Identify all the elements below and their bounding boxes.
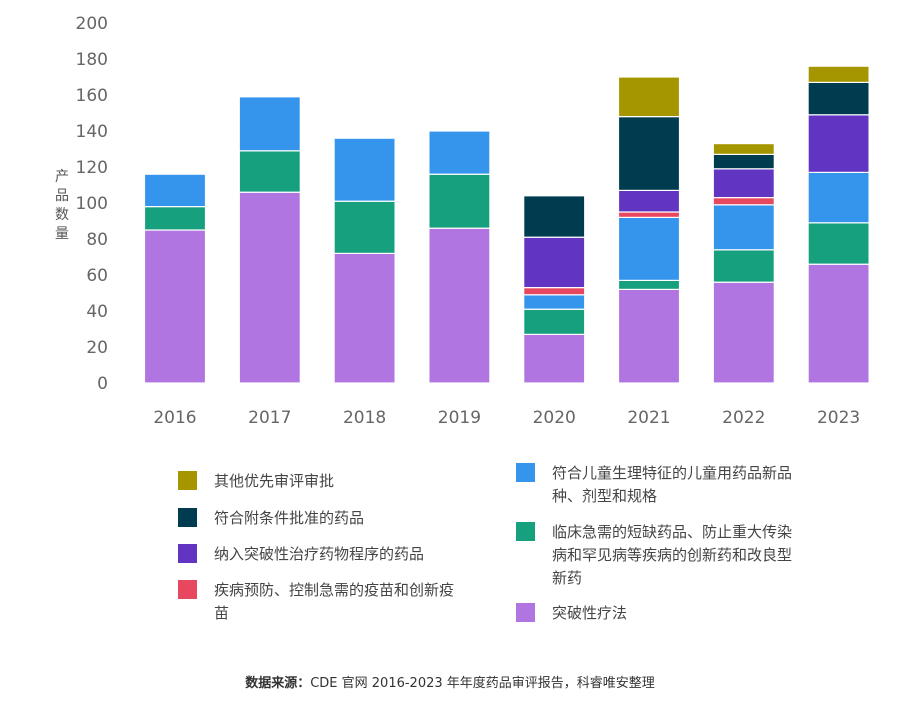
bar-segment <box>523 333 586 384</box>
legend-swatch-breakthrough-therapy <box>516 603 535 622</box>
x-tick-label: 2021 <box>627 408 670 428</box>
bar-segment <box>333 200 396 254</box>
legend-label-other-priority: 其他优先审评审批 <box>214 472 335 490</box>
legend-label-conditional-approval: 符合附条件批准的药品 <box>214 509 365 527</box>
x-tick-label: 2022 <box>722 408 765 428</box>
bar-segment <box>523 308 586 336</box>
legend-item-breakthrough-program: 纳入突破性治疗药物程序的药品 <box>178 543 468 566</box>
bar-segment <box>712 197 775 206</box>
legend-item-pediatric: 符合儿童生理特征的儿童用药品新品种、剂型和规格 <box>516 462 806 508</box>
bar-segment <box>617 288 681 384</box>
legend-item-urgent-clinical: 临床急需的短缺药品、防止重大传染病和罕见病等疾病的创新药和改良型新药 <box>516 521 806 590</box>
y-tick-label: 40 <box>86 302 108 322</box>
y-axis-label-char: 品 <box>55 188 69 204</box>
y-tick-label: 100 <box>76 194 108 214</box>
y-tick-label: 120 <box>76 158 108 178</box>
legend-item-breakthrough-therapy: 突破性疗法 <box>516 602 806 625</box>
bar-segment <box>712 249 775 283</box>
bar-segment <box>428 130 491 175</box>
legend-swatch-breakthrough-program <box>178 544 197 563</box>
y-tick-label: 60 <box>86 266 108 286</box>
bar-segment <box>617 189 681 213</box>
legend-swatch-conditional-approval <box>178 508 197 527</box>
y-axis-label-char: 产 <box>55 169 69 185</box>
y-tick-label: 20 <box>86 338 108 358</box>
bar-segment <box>333 252 396 384</box>
legend-label-vaccines: 疾病预防、控制急需的疫苗和创新疫苗 <box>214 581 455 622</box>
bar-segment <box>143 229 207 384</box>
bar-segment <box>712 281 775 384</box>
x-tick-label: 2017 <box>248 408 291 428</box>
x-tick-label: 2016 <box>153 408 196 428</box>
y-axis-label-char: 量 <box>55 226 69 242</box>
legend-label-urgent-clinical: 临床急需的短缺药品、防止重大传染病和罕见病等疾病的创新药和改良型新药 <box>552 523 793 587</box>
bar-segment <box>238 191 301 384</box>
bar-segment <box>143 206 207 231</box>
legend-item-other-priority: 其他优先审评审批 <box>178 470 468 493</box>
bar-segment <box>238 96 301 152</box>
x-tick-label: 2023 <box>817 408 860 428</box>
y-tick-label: 180 <box>76 50 108 70</box>
bar-segment <box>807 263 870 384</box>
legend-label-breakthrough-program: 纳入突破性治疗药物程序的药品 <box>214 545 425 563</box>
data-source: 数据来源：CDE 官网 2016-2023 年年度药品审评报告，科睿唯安整理 <box>0 672 900 691</box>
bar-segment <box>807 81 870 116</box>
bar-segment <box>807 222 870 265</box>
bar-segment <box>807 65 870 83</box>
bar-segment <box>523 195 586 238</box>
legend-item-conditional-approval: 符合附条件批准的药品 <box>178 507 468 530</box>
y-tick-label: 160 <box>76 86 108 106</box>
y-tick-label: 140 <box>76 122 108 142</box>
legend-label-pediatric: 符合儿童生理特征的儿童用药品新品种、剂型和规格 <box>552 464 793 505</box>
bar-segment <box>712 204 775 251</box>
legend-swatch-urgent-clinical <box>516 522 535 541</box>
bar-segment <box>238 150 301 193</box>
bar-segment <box>807 114 870 174</box>
bar-segment <box>712 153 775 170</box>
bar-segment <box>333 137 396 202</box>
legend-item-vaccines: 疾病预防、控制急需的疫苗和创新疫苗 <box>178 579 468 625</box>
legend-swatch-vaccines <box>178 580 197 599</box>
x-tick-label: 2019 <box>438 408 481 428</box>
bar-segment <box>712 168 775 199</box>
legend-label-breakthrough-therapy: 突破性疗法 <box>552 604 628 622</box>
bar-segment <box>523 236 586 289</box>
bar-segment <box>523 294 586 310</box>
bar-segment <box>712 143 775 156</box>
legend-swatch-pediatric <box>516 463 535 482</box>
bar-segment <box>617 115 681 192</box>
y-tick-label: 200 <box>76 14 108 34</box>
y-tick-label: 80 <box>86 230 108 250</box>
bar-segment <box>617 216 681 281</box>
data-source-label: 数据来源： <box>245 676 311 691</box>
x-tick-label: 2018 <box>343 408 386 428</box>
bar-segment <box>428 173 491 229</box>
bar-segment <box>617 279 681 290</box>
bar-segment <box>617 76 681 118</box>
bar-segment <box>807 171 870 224</box>
x-tick-label: 2020 <box>533 408 576 428</box>
bar-segment <box>428 227 491 384</box>
bar-segment <box>523 287 586 296</box>
y-tick-label: 0 <box>97 374 108 394</box>
legend-swatch-other-priority <box>178 471 197 490</box>
data-source-text: CDE 官网 2016-2023 年年度药品审评报告，科睿唯安整理 <box>310 676 655 691</box>
y-axis-label-char: 数 <box>55 207 69 223</box>
bar-segment <box>143 173 207 208</box>
bar-segment <box>617 211 681 219</box>
